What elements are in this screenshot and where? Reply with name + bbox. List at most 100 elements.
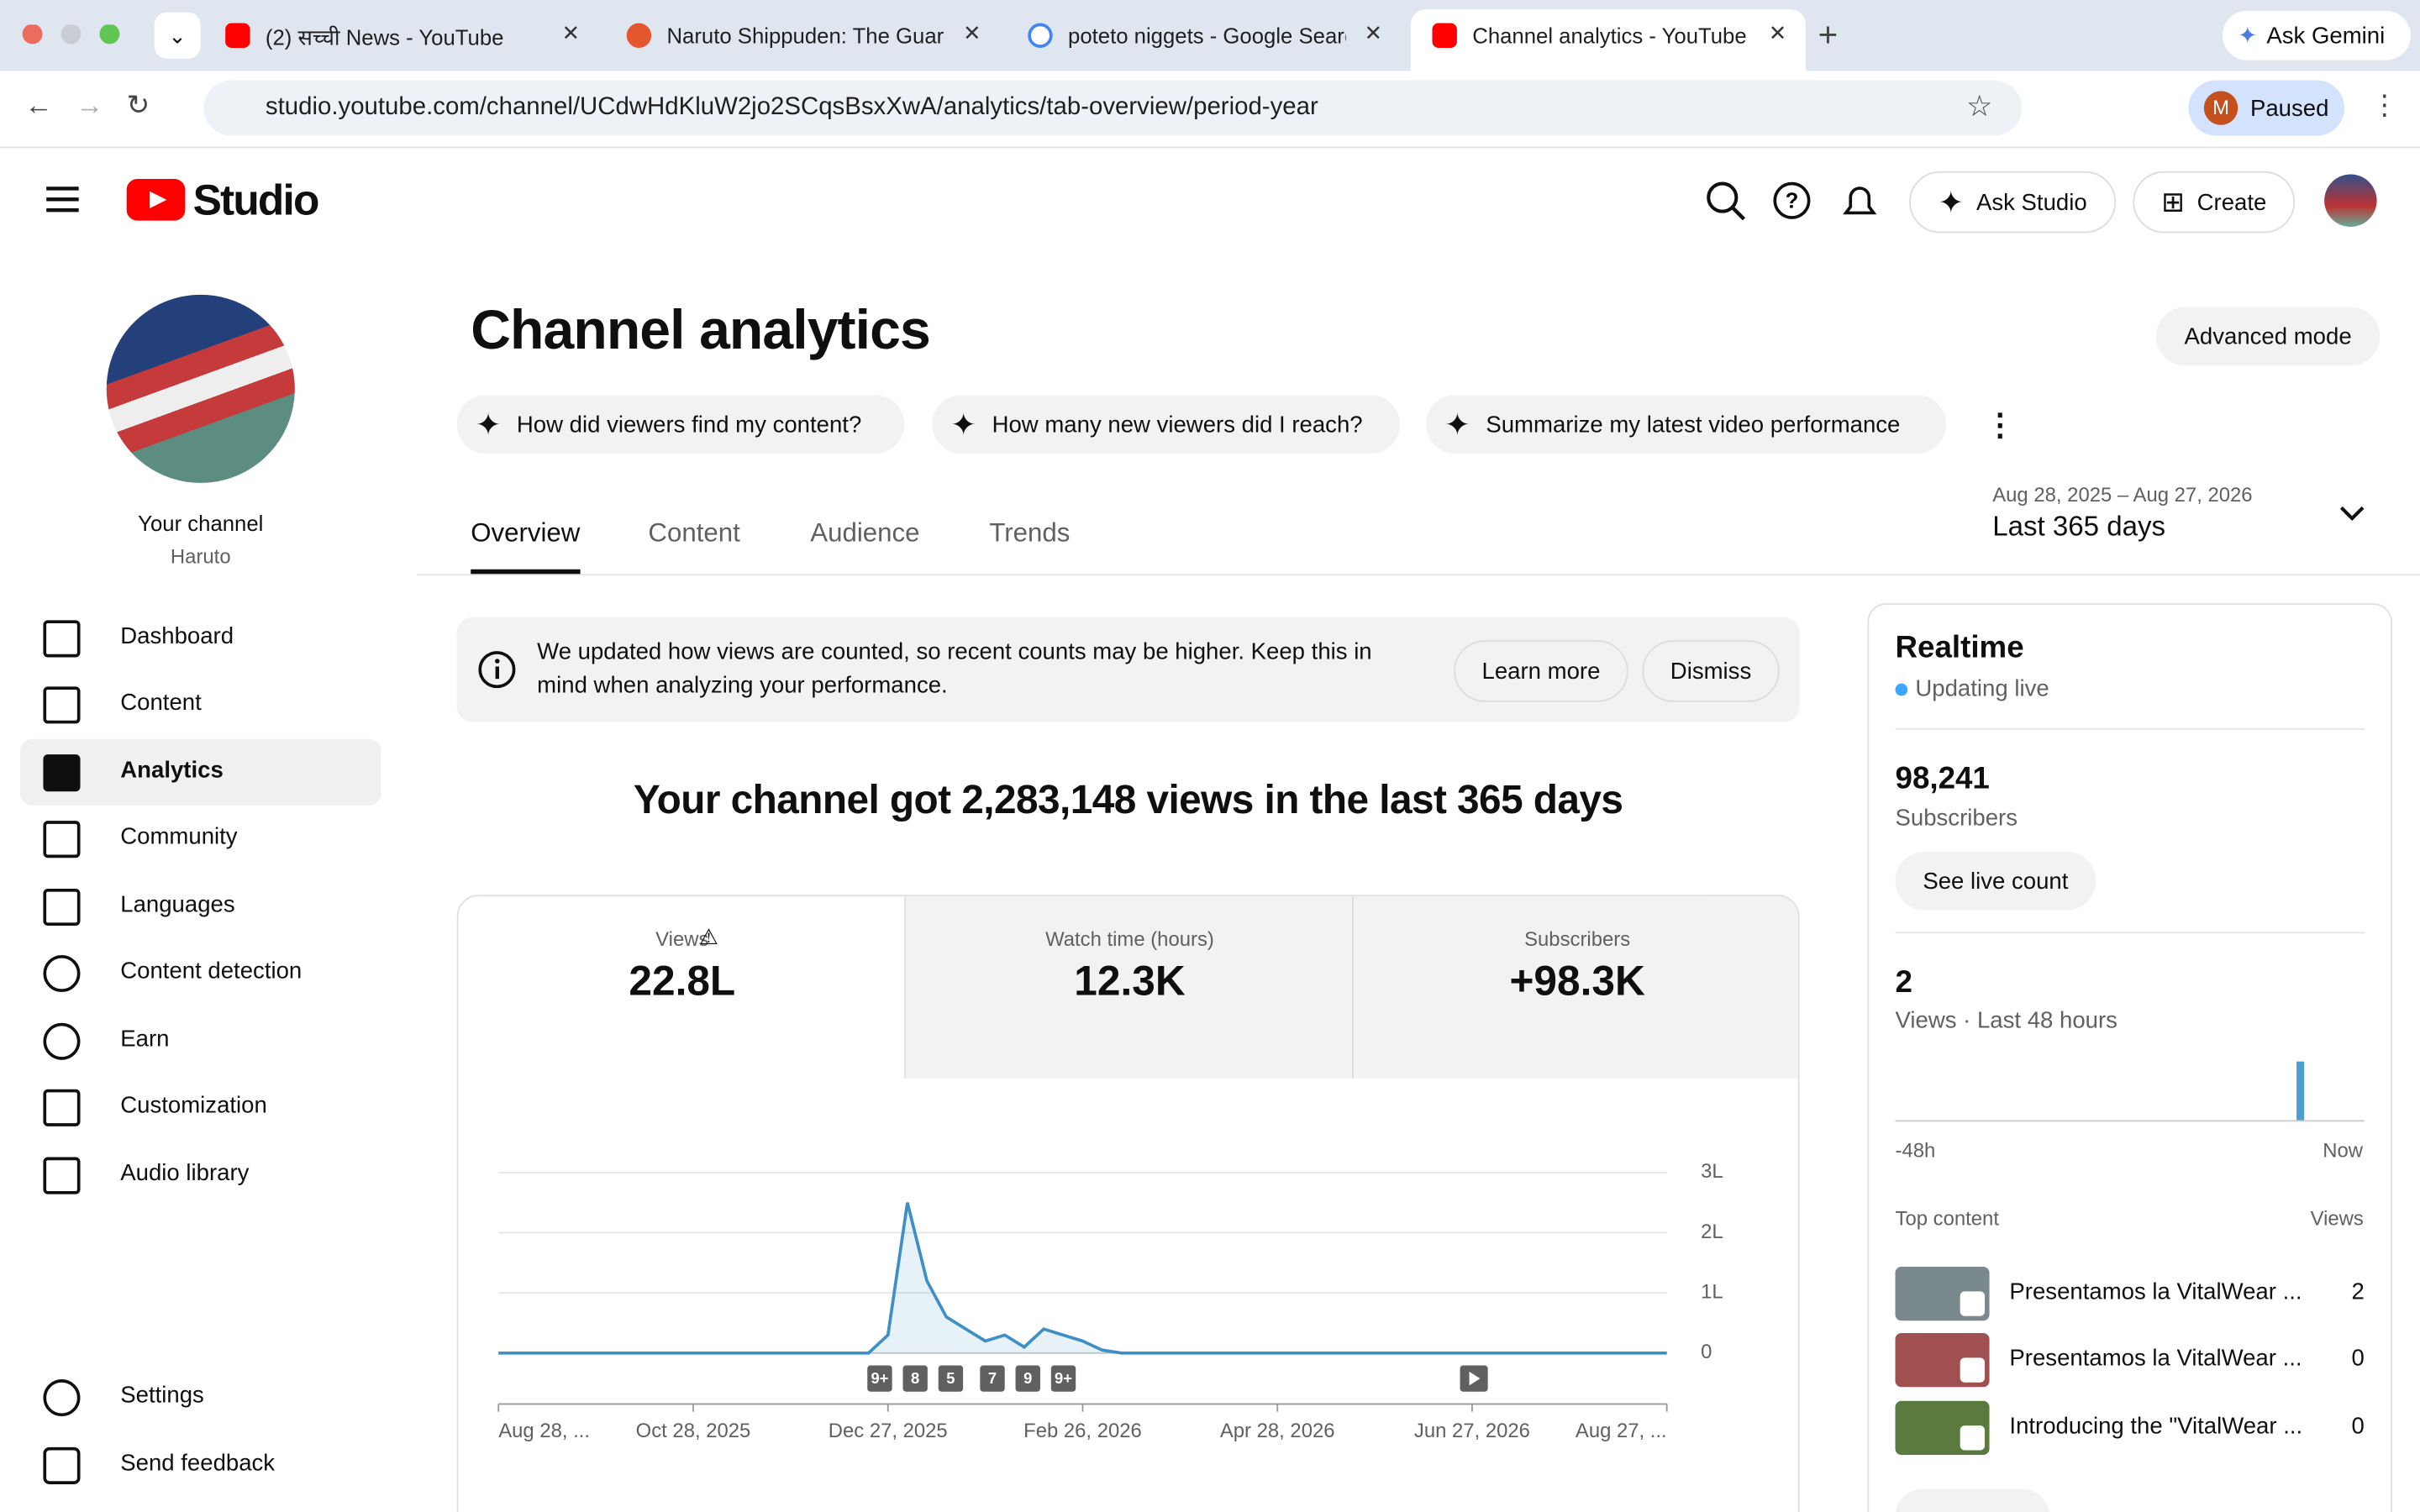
nav-icon bbox=[43, 1446, 81, 1484]
nav-item[interactable]: Dashboard bbox=[120, 623, 234, 650]
y-tick-label: 1L bbox=[1701, 1280, 1723, 1303]
top-content-label: Top content bbox=[1895, 1206, 1999, 1230]
nav-item[interactable]: Send feedback bbox=[120, 1450, 276, 1477]
info-icon bbox=[477, 649, 518, 697]
notice-text: We updated how views are counted, so rec… bbox=[537, 638, 1372, 700]
analytics-tab[interactable]: Overview bbox=[471, 518, 581, 549]
y-tick-label: 0 bbox=[1701, 1341, 1712, 1363]
suggestion-chip[interactable]: ✦ Summarize my latest video performance bbox=[1426, 395, 1947, 454]
item-title[interactable]: Presentamos la VitalWear ... bbox=[2009, 1345, 2302, 1372]
divider bbox=[1351, 896, 1354, 1079]
item-title[interactable]: Introducing the "VitalWear ... bbox=[2009, 1413, 2303, 1440]
x-tick-label: Aug 28, ... bbox=[498, 1420, 590, 1442]
x-tick-label: Dec 27, 2025 bbox=[829, 1420, 948, 1442]
tabs-divider bbox=[416, 574, 2420, 576]
tab-title: Naruto Shippuden: The Guard bbox=[666, 23, 945, 48]
menu[interactable]: ⋮ bbox=[2370, 89, 2399, 121]
more-actions[interactable]: ⋮ bbox=[1985, 408, 2016, 444]
profile-initial: M bbox=[2203, 91, 2238, 125]
video-marker-icon bbox=[1469, 1371, 1481, 1386]
url: studio.youtube.com/channel/UCdwHdKluW2jo… bbox=[265, 94, 1318, 121]
suggestion-text: How did viewers find my content? bbox=[516, 411, 862, 438]
new-tab[interactable]: + bbox=[1818, 15, 1839, 55]
nav-buttons[interactable]: ← → ↻ bbox=[24, 89, 150, 121]
nav-item[interactable]: Community bbox=[120, 823, 238, 851]
advanced-mode[interactable]: Advanced mode bbox=[2155, 307, 2381, 366]
see-more[interactable] bbox=[1895, 1488, 2050, 1512]
nav-icon bbox=[43, 888, 81, 927]
subscriber-label: Subscribers bbox=[1895, 805, 2018, 832]
nav-item[interactable]: Earn bbox=[120, 1026, 170, 1053]
ask-studio[interactable]: ✦ Ask Studio bbox=[1909, 171, 2117, 234]
tab-title: (2) सच्ची News - YouTube bbox=[265, 24, 504, 50]
divider bbox=[1895, 727, 2365, 730]
item-views: 0 bbox=[2351, 1413, 2365, 1440]
views-header: Views bbox=[2310, 1206, 2364, 1230]
period[interactable]: Last 365 days bbox=[1992, 510, 2166, 542]
sparkle-icon: ✦ bbox=[1444, 407, 1470, 443]
short-badge bbox=[1960, 1425, 1986, 1451]
suggestion-chip[interactable]: ✦ How many new viewers did I reach? bbox=[932, 395, 1400, 454]
analytics-tab[interactable]: Trends bbox=[989, 518, 1071, 549]
tab-close[interactable]: ✕ bbox=[963, 19, 981, 45]
item-title[interactable]: Presentamos la VitalWear ... bbox=[2009, 1278, 2302, 1305]
x-tick-label: Apr 28, 2026 bbox=[1220, 1420, 1335, 1442]
realtime-status: Updating live bbox=[1895, 675, 2049, 702]
tab-close[interactable]: ✕ bbox=[1768, 19, 1787, 45]
realtime-views-label: Views · Last 48 hours bbox=[1895, 1007, 2118, 1034]
tab-search[interactable]: ⌄ bbox=[154, 12, 201, 59]
create-label: Create bbox=[2196, 189, 2267, 216]
analytics-tab[interactable]: Audience bbox=[810, 518, 920, 549]
dismiss[interactable]: Dismiss bbox=[1642, 640, 1780, 702]
header-icons[interactable]: ? bbox=[1704, 179, 1889, 233]
ask-gemini[interactable]: ✦ Ask Gemini bbox=[2222, 10, 2411, 60]
hamburger[interactable] bbox=[46, 182, 80, 221]
analytics-tab[interactable]: Content bbox=[648, 518, 740, 549]
tab-favicon bbox=[225, 23, 250, 48]
account-avatar[interactable] bbox=[2324, 174, 2377, 228]
divider bbox=[1895, 932, 2365, 934]
tab-close[interactable]: ✕ bbox=[1364, 19, 1383, 45]
page-title: Channel analytics bbox=[471, 297, 931, 361]
omnibox[interactable] bbox=[203, 80, 2023, 136]
browser-tab[interactable] bbox=[1410, 9, 1806, 71]
period-dropdown[interactable] bbox=[2337, 496, 2368, 535]
window-controls bbox=[15, 24, 139, 54]
nav-item[interactable]: Content detection bbox=[120, 958, 302, 984]
date-range: Aug 28, 2025 – Aug 27, 2026 bbox=[1992, 482, 2253, 507]
y-tick-label: 3L bbox=[1701, 1160, 1723, 1183]
nav-item[interactable]: Customization bbox=[120, 1092, 267, 1119]
annotation-label: 9+ bbox=[871, 1369, 888, 1387]
realtime-title: Realtime bbox=[1895, 631, 2024, 665]
tab-strip bbox=[0, 0, 2420, 71]
item-views: 0 bbox=[2351, 1345, 2365, 1372]
line bbox=[498, 1202, 1667, 1355]
nav-item[interactable]: Languages bbox=[120, 891, 235, 918]
bookmark-star[interactable]: ☆ bbox=[1966, 91, 1993, 123]
notice bbox=[456, 617, 1800, 722]
tab-close[interactable]: ✕ bbox=[561, 19, 581, 45]
see-live-count[interactable]: See live count bbox=[1895, 851, 2096, 911]
y-tick-label: 2L bbox=[1701, 1221, 1723, 1243]
nav-item[interactable]: Content bbox=[120, 690, 202, 717]
x-tick-label: Aug 27, ... bbox=[1576, 1420, 1667, 1442]
profile[interactable]: M Paused bbox=[2188, 80, 2345, 136]
item-views: 2 bbox=[2351, 1278, 2365, 1305]
nav-item[interactable]: Settings bbox=[120, 1382, 204, 1409]
nav-item[interactable]: Analytics bbox=[120, 757, 224, 785]
status-text: Updating live bbox=[1915, 675, 2049, 702]
divider bbox=[904, 896, 907, 1079]
channel-name: Haruto bbox=[170, 544, 231, 568]
nav-icon bbox=[43, 821, 81, 858]
headline: Your channel got 2,283,148 views in the … bbox=[633, 775, 1623, 822]
channel-avatar[interactable] bbox=[106, 294, 295, 483]
logo[interactable]: Studio bbox=[126, 176, 319, 225]
create[interactable]: ⊞ Create bbox=[2133, 171, 2296, 234]
suggestion-chip[interactable]: ✦ How did viewers find my content? bbox=[456, 395, 905, 454]
realtime-card bbox=[1867, 603, 2392, 1512]
learn-more[interactable]: Learn more bbox=[1454, 640, 1628, 702]
x-tick-label: Oct 28, 2025 bbox=[636, 1420, 751, 1442]
views-chart: 0 1L 2L 3L Aug 28, ... Oct 28, 2025 Dec 27, 20… bbox=[497, 1160, 1723, 1442]
nav-item[interactable]: Audio library bbox=[120, 1160, 250, 1187]
